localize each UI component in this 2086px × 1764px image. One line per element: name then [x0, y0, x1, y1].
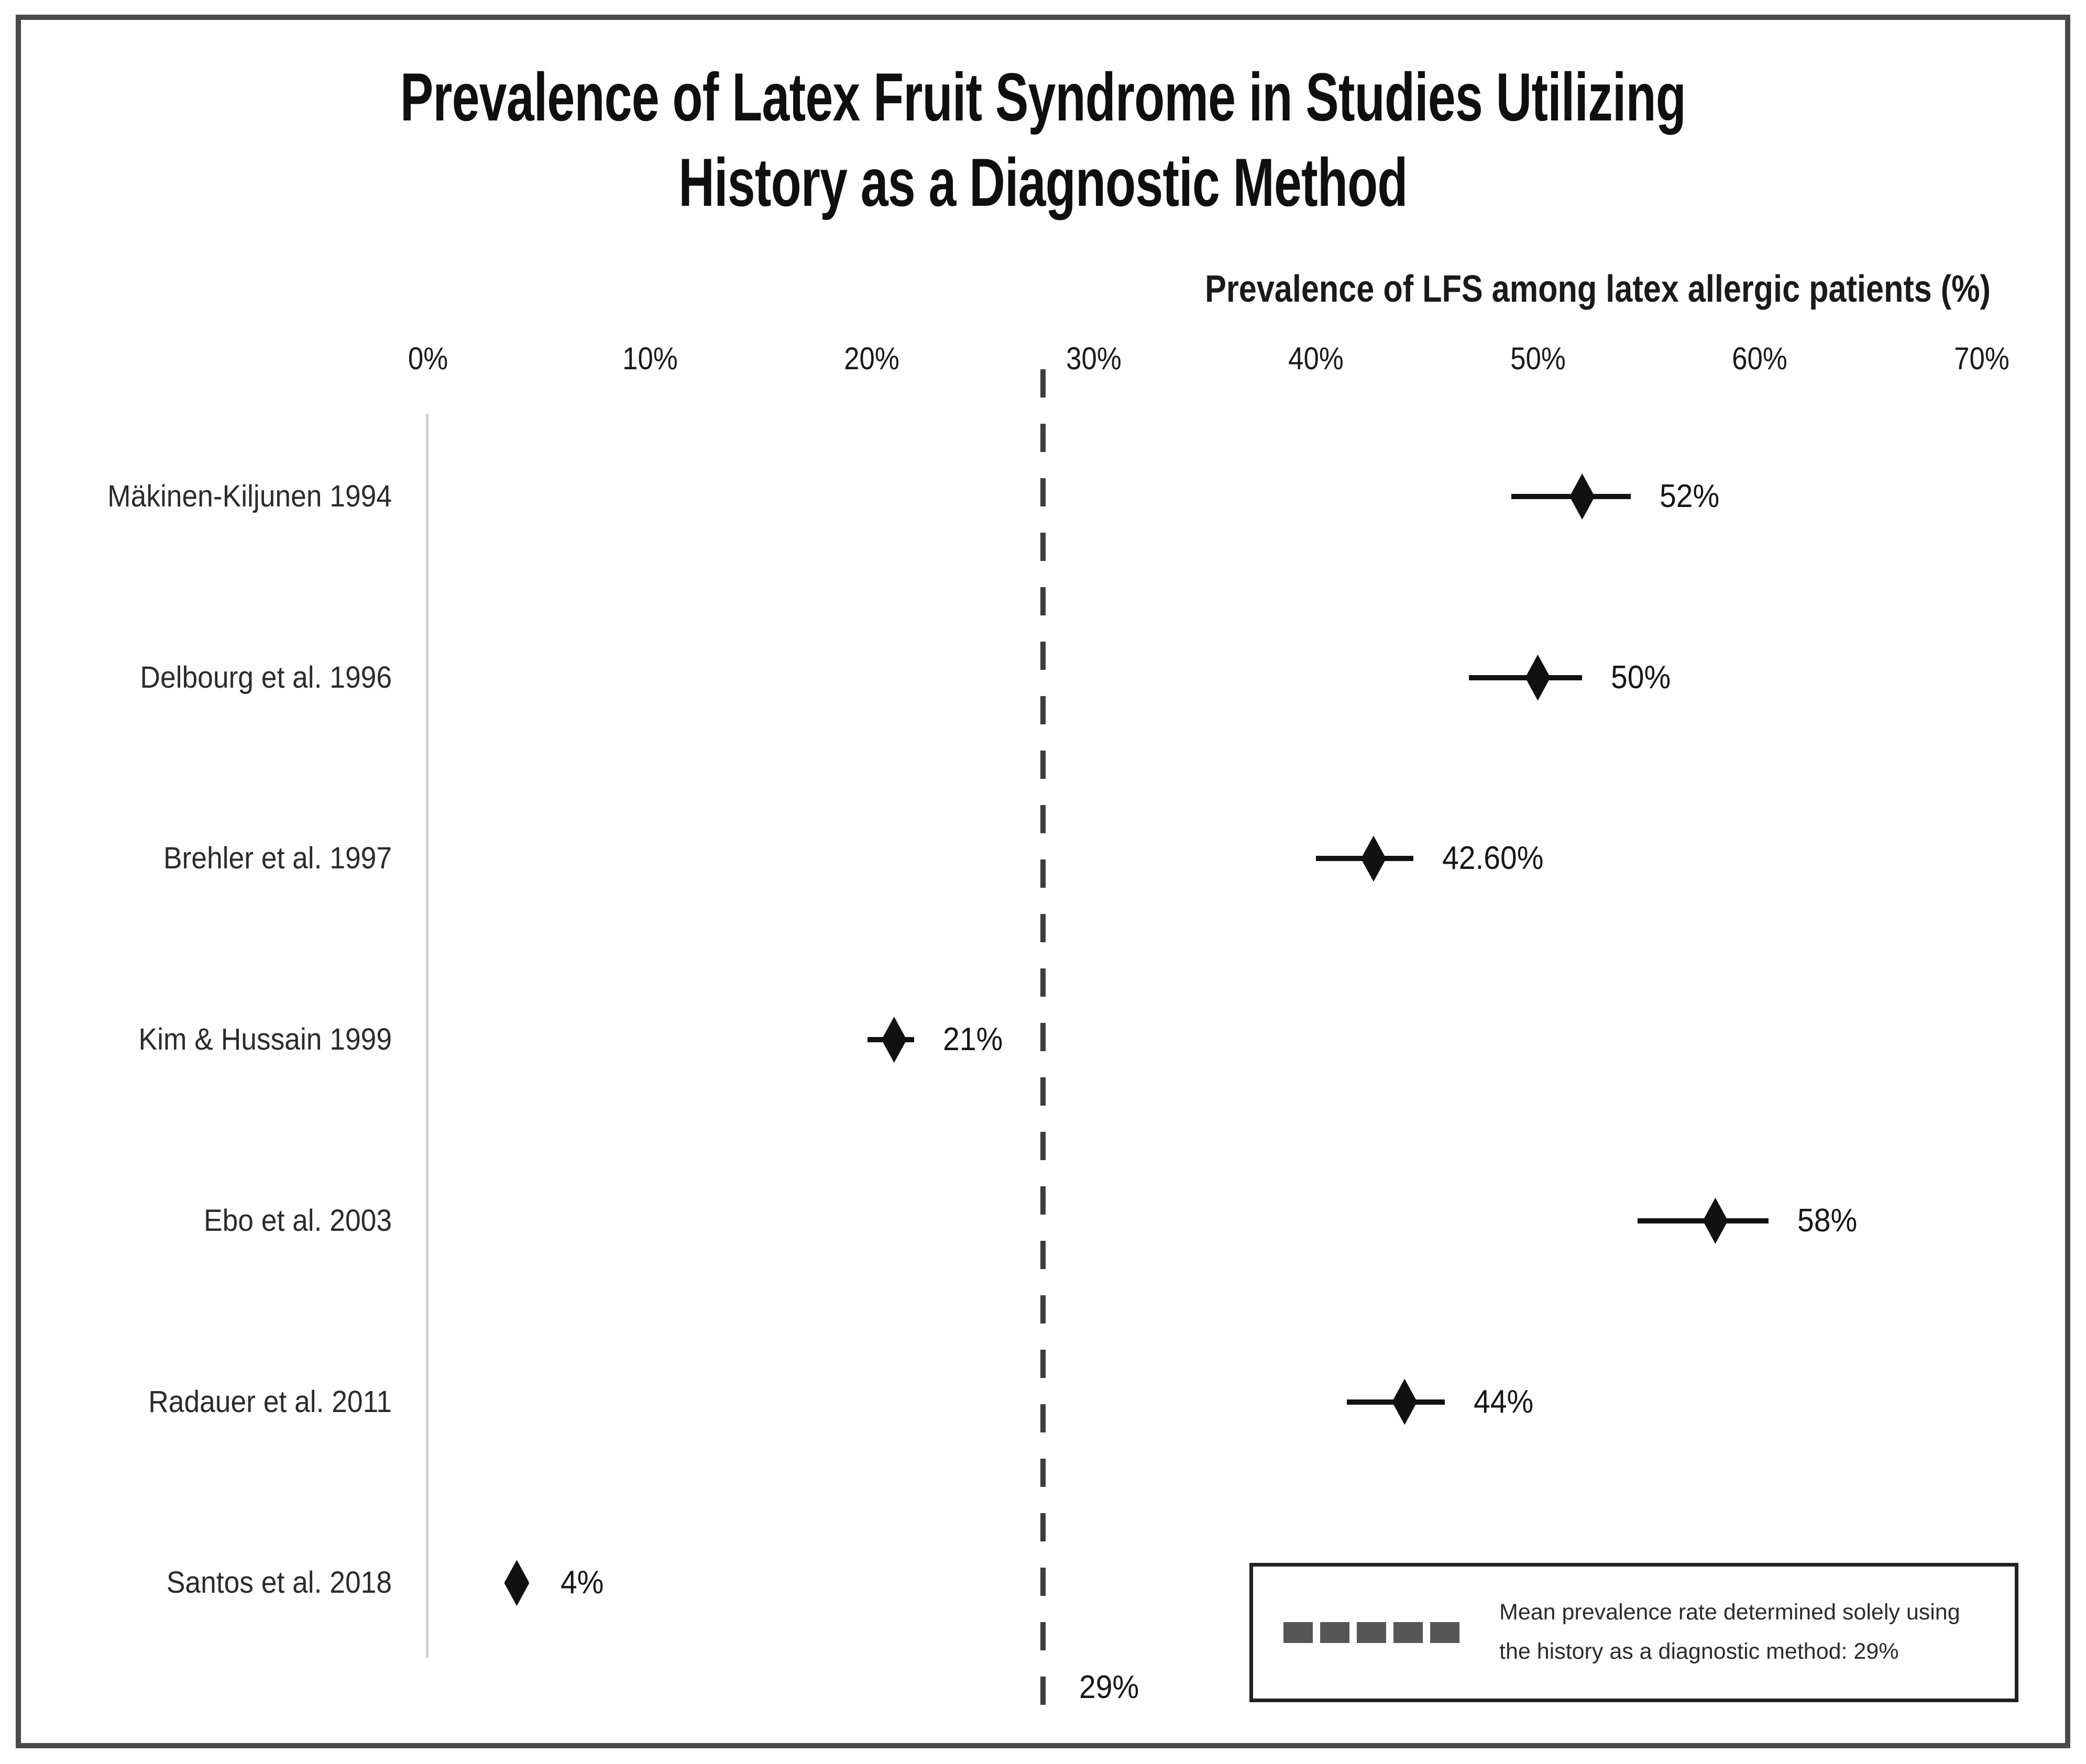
- x-tick-label: 30%: [1066, 341, 1122, 376]
- x-tick-label: 60%: [1732, 341, 1788, 376]
- legend-text-line-1: Mean prevalence rate determined solely u…: [1499, 1600, 1960, 1625]
- study-row-label: Ebo et al. 2003: [204, 1203, 392, 1238]
- legend-text: Mean prevalence rate determined solely u…: [1499, 1593, 2002, 1671]
- value-label: 52%: [1660, 478, 1720, 514]
- mean-line-value-label: 29%: [1079, 1669, 1139, 1705]
- study-row-label: Kim & Hussain 1999: [138, 1022, 392, 1057]
- x-tick-label: 70%: [1954, 341, 2010, 376]
- study-row-label: Mäkinen-Kiljunen 1994: [107, 479, 392, 513]
- x-axis-title: Prevalence of LFS among latex allergic p…: [1205, 268, 1991, 310]
- chart-title-line-2: History as a Diagnostic Method: [678, 144, 1408, 220]
- study-row-label: Santos et al. 2018: [166, 1565, 392, 1600]
- x-tick-label: 50%: [1510, 341, 1566, 376]
- chart-title-line-1: Prevalence of Latex Fruit Syndrome in St…: [400, 59, 1686, 135]
- legend-text-line-2: the history as a diagnostic method: 29%: [1499, 1639, 1899, 1664]
- value-label: 44%: [1473, 1383, 1533, 1420]
- x-tick-label: 40%: [1288, 341, 1344, 376]
- x-tick-label: 10%: [622, 341, 678, 376]
- dashed-line-legend-swatch: [1283, 1622, 1464, 1643]
- study-row-label: Delbourg et al. 1996: [140, 660, 392, 694]
- study-row-label: Brehler et al. 1997: [163, 841, 392, 876]
- value-label: 50%: [1611, 659, 1671, 696]
- x-tick-label: 20%: [844, 341, 900, 376]
- x-tick-label: 0%: [408, 341, 448, 376]
- value-label: 58%: [1797, 1202, 1858, 1239]
- mean-prevalence-dashed-line: [1040, 369, 1046, 1706]
- y-axis-line: [426, 414, 429, 1658]
- legend-box: Mean prevalence rate determined solely u…: [1249, 1563, 2018, 1702]
- value-label: 21%: [942, 1021, 1003, 1058]
- study-row-label: Radauer et al. 2011: [148, 1384, 392, 1419]
- value-label: 42.60%: [1442, 840, 1544, 877]
- chart-outer-frame: [16, 15, 2070, 1748]
- value-label: 4%: [561, 1564, 604, 1601]
